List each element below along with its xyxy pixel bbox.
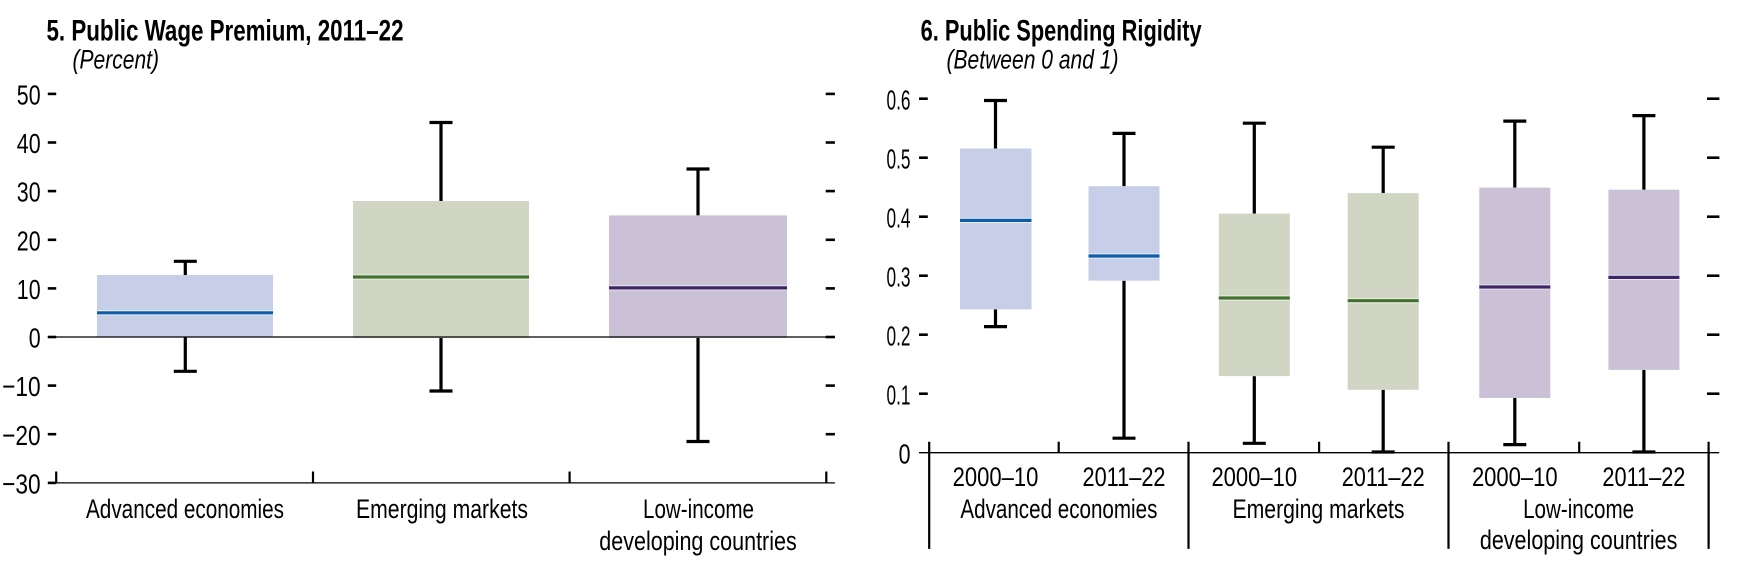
svg-text:(Between 0 and 1): (Between 0 and 1) (947, 45, 1119, 75)
svg-text:−20: −20 (2, 420, 41, 451)
svg-text:Advanced economies: Advanced economies (960, 494, 1157, 524)
svg-text:0.1: 0.1 (887, 379, 911, 410)
svg-text:developing countries: developing countries (599, 526, 797, 556)
svg-text:0.3: 0.3 (887, 261, 911, 292)
svg-text:5. Public Wage Premium, 2011–2: 5. Public Wage Premium, 2011–22 (47, 14, 404, 47)
svg-text:developing countries: developing countries (1480, 525, 1678, 555)
svg-text:0.4: 0.4 (887, 202, 911, 233)
svg-text:−10: −10 (2, 371, 41, 402)
svg-text:2000–10: 2000–10 (953, 462, 1039, 492)
svg-text:Low-income: Low-income (643, 494, 754, 524)
svg-text:2011–22: 2011–22 (1342, 462, 1425, 492)
svg-text:Emerging markets: Emerging markets (1233, 494, 1405, 524)
svg-text:0: 0 (29, 323, 41, 354)
svg-text:2011–22: 2011–22 (1602, 462, 1685, 492)
svg-text:40: 40 (17, 128, 41, 159)
svg-text:0.2: 0.2 (887, 320, 911, 351)
svg-text:6. Public Spending Rigidity: 6. Public Spending Rigidity (921, 14, 1202, 47)
svg-text:50: 50 (17, 80, 41, 111)
svg-text:−30: −30 (2, 469, 41, 500)
svg-text:0: 0 (899, 438, 911, 469)
svg-text:2011–22: 2011–22 (1083, 462, 1166, 492)
svg-text:20: 20 (17, 225, 41, 256)
svg-text:(Percent): (Percent) (73, 45, 160, 75)
svg-text:Low-income: Low-income (1523, 494, 1634, 524)
svg-text:30: 30 (17, 177, 41, 208)
svg-text:Advanced economies: Advanced economies (86, 494, 284, 524)
svg-text:0.5: 0.5 (887, 143, 911, 174)
svg-text:2000–10: 2000–10 (1472, 462, 1558, 492)
svg-text:10: 10 (17, 274, 41, 305)
svg-text:Emerging markets: Emerging markets (356, 494, 528, 524)
svg-text:0.6: 0.6 (887, 84, 911, 115)
svg-text:2000–10: 2000–10 (1211, 462, 1297, 492)
